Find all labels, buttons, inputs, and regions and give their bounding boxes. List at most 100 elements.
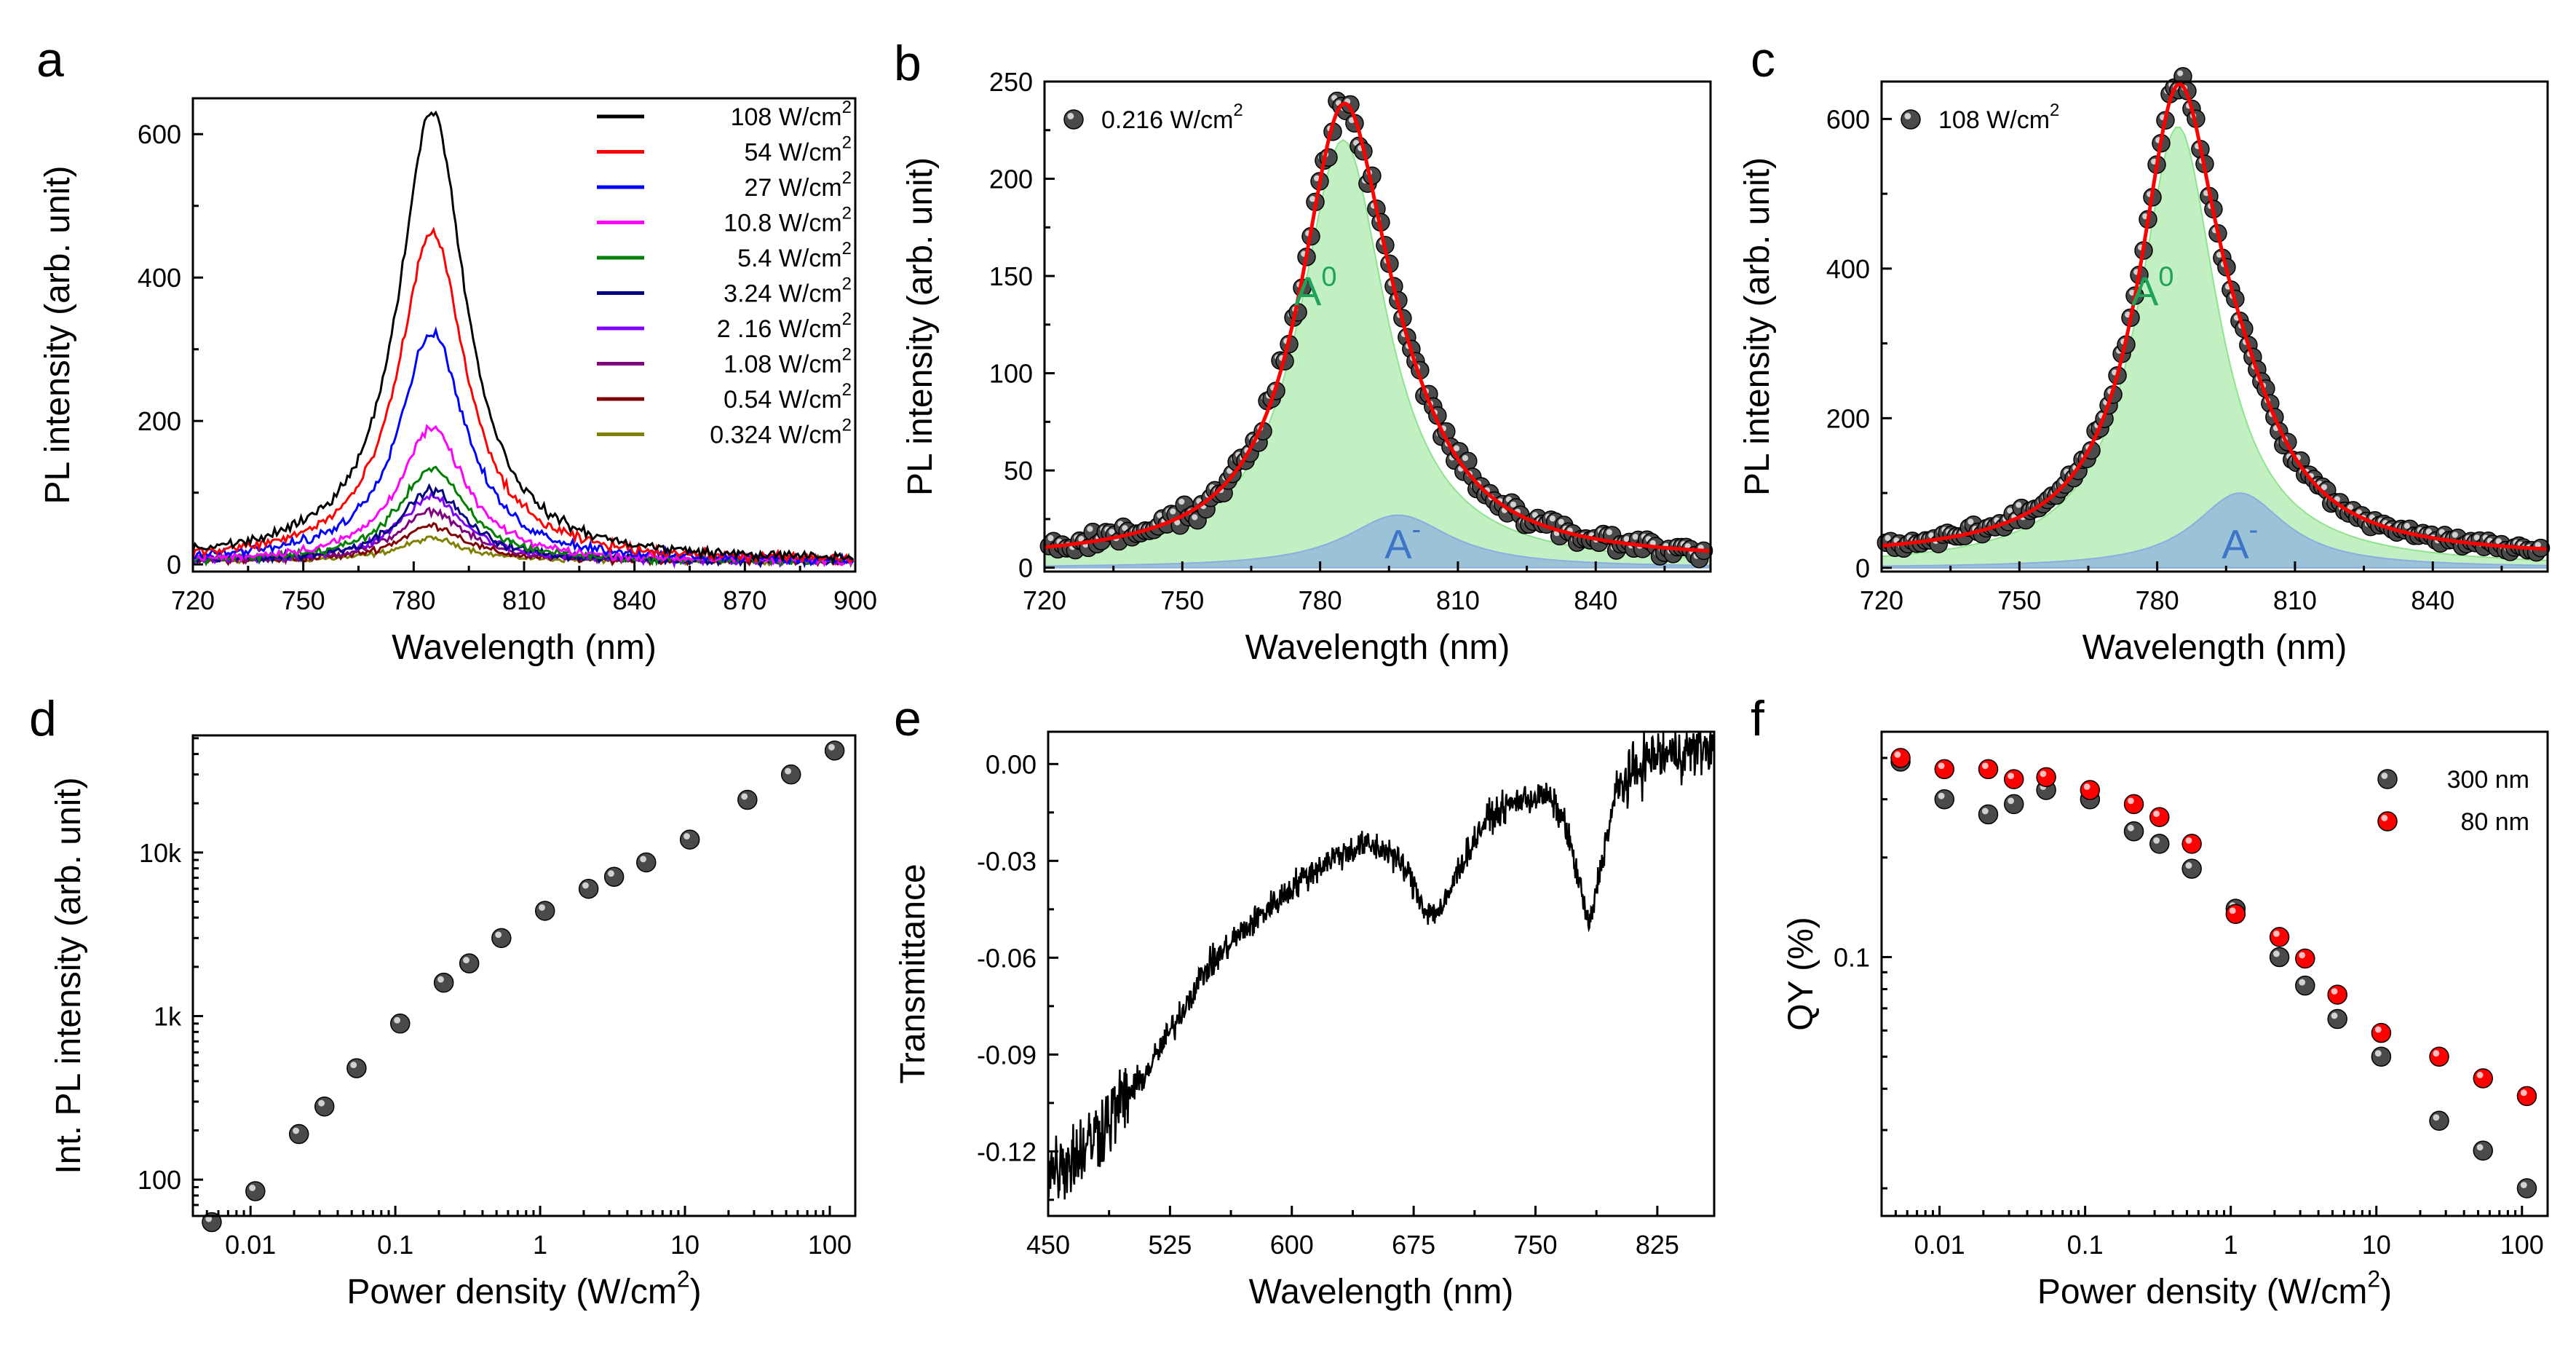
data-point-80-nm bbox=[2225, 904, 2246, 925]
panel-e-y-tick-label: -0.12 bbox=[977, 1137, 1037, 1166]
panel-b-y-tick-label: 150 bbox=[989, 261, 1033, 291]
panel-a-y-axis-label: PL intensity (arb. unit) bbox=[39, 165, 77, 504]
panel-a-x-tick-label: 810 bbox=[502, 585, 546, 615]
data-point bbox=[603, 866, 625, 888]
panel-label-e: e bbox=[894, 691, 922, 746]
data-point-300-nm bbox=[2149, 834, 2170, 854]
panel-c-y-axis-label: PL intensity (arb. unit) bbox=[1738, 157, 1777, 496]
panel-c-y-tick-label: 400 bbox=[1826, 254, 1870, 284]
panel-f-y-tick-label: 0.1 bbox=[1834, 942, 1870, 972]
panel-e-y-tick-label: -0.03 bbox=[977, 846, 1037, 876]
panel-f-x-tick-label: 1 bbox=[2224, 1230, 2238, 1260]
data-point-300-nm bbox=[2123, 821, 2144, 842]
legend-entry-label: 2 .16 W/cm2 bbox=[717, 309, 852, 343]
legend-label: 300 nm bbox=[2447, 766, 2529, 794]
data-point bbox=[314, 1096, 335, 1117]
data-point bbox=[491, 928, 512, 949]
panel-f-x-tick-label: 100 bbox=[2500, 1230, 2544, 1260]
data-point bbox=[433, 972, 454, 993]
panel-b-x-tick-label: 780 bbox=[1299, 585, 1342, 615]
panel-c-x-tick-label: 750 bbox=[1997, 585, 2041, 615]
panel-e-y-tick-label: 0.00 bbox=[986, 749, 1037, 779]
panel-b-y-tick-label: 50 bbox=[1004, 456, 1033, 486]
panel-a-x-tick-label: 720 bbox=[171, 585, 215, 615]
panel-f-plot-frame bbox=[1880, 730, 2549, 1217]
data-point-80-nm bbox=[2036, 767, 2056, 788]
fit-curve bbox=[1044, 101, 1711, 553]
data-point-300-nm bbox=[2269, 947, 2290, 968]
panel-b-plot-frame bbox=[1043, 80, 1712, 573]
data-point bbox=[245, 1181, 266, 1201]
series-line-27-w-cm2 bbox=[192, 325, 855, 566]
legend-marker bbox=[1901, 109, 1921, 130]
data-point bbox=[346, 1058, 367, 1078]
panel-b-x-tick-label: 810 bbox=[1436, 585, 1480, 615]
data-point bbox=[824, 740, 845, 761]
data-point-80-nm bbox=[2516, 1086, 2537, 1107]
panel-e-x-axis-label: Wavelength (nm) bbox=[1249, 1273, 1514, 1311]
panel-a-x-tick-label: 840 bbox=[613, 585, 657, 615]
data-point-80-nm bbox=[2003, 769, 2024, 789]
data-point bbox=[578, 878, 599, 899]
panel-d-x-axis-label: Power density (W/cm2) bbox=[346, 1266, 701, 1311]
panel-a-x-tick-label: 870 bbox=[723, 585, 766, 615]
panel-a-y-tick-label: 200 bbox=[138, 406, 181, 436]
panel-b-y-tick-label: 250 bbox=[989, 67, 1033, 97]
data-point bbox=[390, 1014, 411, 1034]
panel-c-y-tick-label: 200 bbox=[1826, 403, 1870, 433]
panel-a-x-tick-label: 900 bbox=[833, 585, 877, 615]
component-area-a0 bbox=[1881, 127, 2548, 569]
legend-entry-label: 27 W/cm2 bbox=[745, 168, 852, 202]
panel-e-x-tick-label: 750 bbox=[1513, 1230, 1557, 1260]
panel-e-x-tick-label: 675 bbox=[1392, 1230, 1435, 1260]
panel-d-plot-frame bbox=[191, 734, 857, 1217]
data-point bbox=[780, 764, 801, 785]
panel-d-x-tick-label: 1 bbox=[533, 1230, 547, 1260]
data-point bbox=[737, 789, 758, 810]
data-point-300-nm bbox=[1934, 789, 1955, 810]
data-point-300-nm bbox=[2429, 1110, 2449, 1131]
data-point-80-nm bbox=[2295, 948, 2315, 969]
panel-a-x-tick-label: 750 bbox=[282, 585, 325, 615]
legend-label: 108 W/cm2 bbox=[1938, 100, 2059, 134]
data-point-80-nm bbox=[1978, 759, 1999, 780]
panel-label-c: c bbox=[1751, 32, 1775, 87]
panel-a-y-tick-label: 600 bbox=[138, 119, 181, 149]
series-line-54-w-cm2 bbox=[191, 226, 855, 564]
panel-b-y-tick-label: 200 bbox=[989, 165, 1033, 194]
panel-f-x-tick-label: 0.01 bbox=[1914, 1230, 1965, 1260]
data-point-300-nm bbox=[2003, 794, 2024, 815]
legend-marker bbox=[2377, 811, 2398, 831]
data-point-300-nm bbox=[2371, 1046, 2392, 1067]
panel-b-x-axis-label: Wavelength (nm) bbox=[1245, 628, 1510, 667]
data-point bbox=[288, 1123, 309, 1145]
panel-label-f: f bbox=[1751, 691, 1764, 746]
legend-marker bbox=[1063, 109, 1084, 130]
data-point bbox=[636, 852, 657, 873]
annotation-a0: A0 bbox=[1294, 262, 1337, 315]
panel-c-x-tick-label: 720 bbox=[1860, 585, 1903, 615]
panel-d-y-tick-label: 10k bbox=[139, 838, 182, 868]
panel-f-x-tick-label: 0.1 bbox=[2067, 1230, 2104, 1260]
panel-e-x-tick-label: 825 bbox=[1636, 1230, 1679, 1260]
legend-label: 0.216 W/cm2 bbox=[1101, 100, 1243, 134]
panel-e-y-tick-label: -0.09 bbox=[977, 1040, 1037, 1070]
legend-entry-label: 10.8 W/cm2 bbox=[724, 204, 852, 237]
panel-b-y-tick-label: 0 bbox=[1018, 553, 1033, 583]
panel-label-d: d bbox=[29, 691, 57, 746]
panel-f-y-axis-label: QY (%) bbox=[1782, 917, 1820, 1030]
panel-c-x-axis-label: Wavelength (nm) bbox=[2082, 628, 2347, 667]
panel-f-x-tick-label: 10 bbox=[2362, 1230, 2391, 1260]
legend-entry-label: 108 W/cm2 bbox=[731, 98, 852, 131]
data-point-80-nm bbox=[2473, 1068, 2493, 1089]
series-line-10-8-w-cm2 bbox=[191, 424, 855, 567]
annotation-a-minus: A- bbox=[2222, 515, 2258, 567]
data-point-80-nm bbox=[2371, 1022, 2392, 1043]
panel-e-y-tick-label: -0.06 bbox=[977, 943, 1037, 973]
panel-d-x-tick-label: 0.1 bbox=[377, 1230, 413, 1260]
panel-d-y-axis-label: Int. PL intensity (arb. unit) bbox=[49, 777, 88, 1174]
panel-d-x-tick-label: 0.01 bbox=[225, 1230, 276, 1260]
panel-d-y-tick-label: 1k bbox=[154, 1002, 182, 1032]
panel-a-y-tick-label: 0 bbox=[167, 550, 181, 580]
data-point-300-nm bbox=[2181, 858, 2202, 879]
